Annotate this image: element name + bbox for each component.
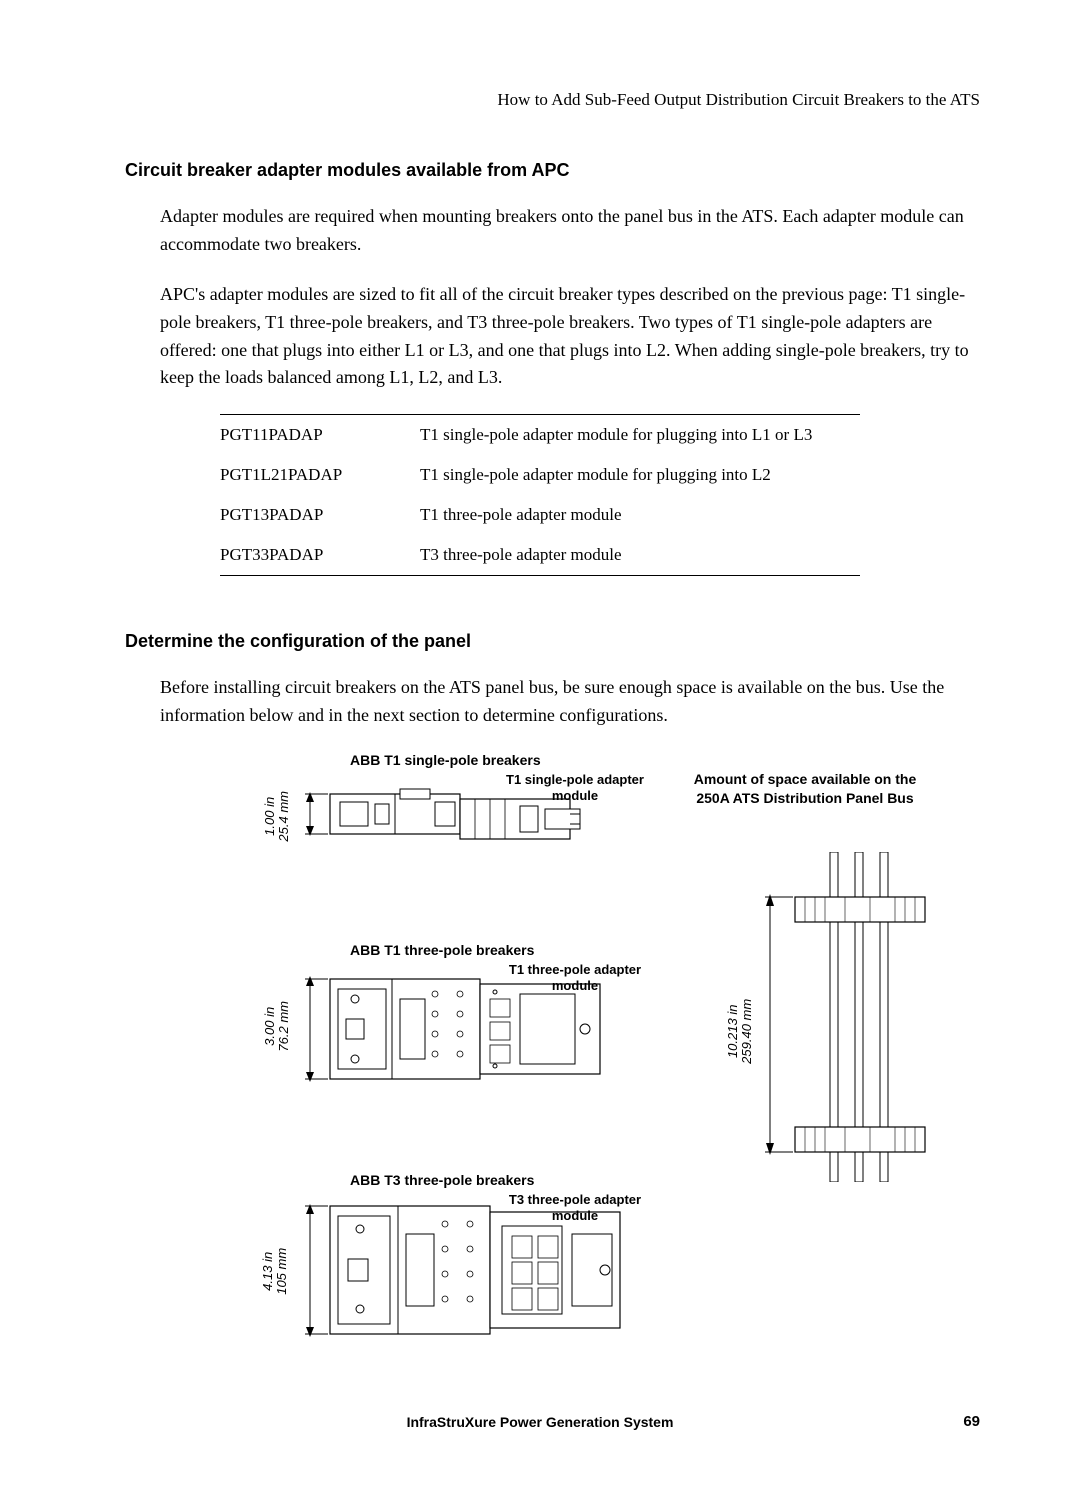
- dim-in: 1.00 in: [262, 797, 277, 836]
- dim-mm: 76.2 mm: [276, 1001, 291, 1052]
- footer-title: InfraStruXure Power Generation System: [0, 1414, 1080, 1430]
- section2-heading: Determine the configuration of the panel: [125, 631, 980, 652]
- dim-t3-three: 4.13 in 105 mm: [261, 1248, 290, 1295]
- module-label-t3-three: T3 three-pole adapter module: [495, 1192, 655, 1225]
- section1-para2: APC's adapter modules are sized to fit a…: [160, 281, 980, 393]
- dim-t1-single: 1.00 in 25.4 mm: [263, 791, 292, 842]
- dim-in: 3.00 in: [262, 1007, 277, 1046]
- breaker-t1-single-title: ABB T1 single-pole breakers: [350, 752, 620, 768]
- module-text: T3 three-pole adapter module: [509, 1192, 641, 1223]
- dim-mm: 25.4 mm: [276, 791, 291, 842]
- adapter-table: PGT11PADAP T1 single-pole adapter module…: [220, 414, 860, 576]
- dim-in: 4.13 in: [260, 1252, 275, 1291]
- dim-in: 10.213 in: [725, 1005, 740, 1059]
- section1-heading: Circuit breaker adapter modules availabl…: [125, 160, 980, 181]
- table-row: PGT11PADAP T1 single-pole adapter module…: [220, 415, 860, 455]
- adapter-code: PGT13PADAP: [220, 505, 420, 525]
- module-text: T1 single-pole adapter module: [506, 772, 644, 803]
- dim-t1-three: 3.00 in 76.2 mm: [263, 1001, 292, 1052]
- dim-bus: 10.213 in 259.40 mm: [726, 999, 755, 1064]
- adapter-code: PGT11PADAP: [220, 425, 420, 445]
- adapter-desc: T3 three-pole adapter module: [420, 545, 622, 565]
- adapter-desc: T1 three-pole adapter module: [420, 505, 622, 525]
- table-row: PGT33PADAP T3 three-pole adapter module: [220, 535, 860, 575]
- module-label-t1-single: T1 single-pole adapter module: [495, 772, 655, 805]
- adapter-desc: T1 single-pole adapter module for pluggi…: [420, 465, 771, 485]
- dim-mm: 105 mm: [274, 1248, 289, 1295]
- page-number: 69: [963, 1413, 980, 1430]
- table-row: PGT13PADAP T1 three-pole adapter module: [220, 495, 860, 535]
- section1-para1: Adapter modules are required when mounti…: [160, 203, 980, 259]
- adapter-code: PGT33PADAP: [220, 545, 420, 565]
- adapter-desc: T1 single-pole adapter module for pluggi…: [420, 425, 812, 445]
- adapter-code: PGT1L21PADAP: [220, 465, 420, 485]
- page-header: How to Add Sub-Feed Output Distribution …: [100, 90, 980, 110]
- module-label-t1-three: T1 three-pole adapter module: [495, 962, 655, 995]
- bus-panel: 10.213 in 259.40 mm: [700, 852, 940, 1187]
- table-row: PGT1L21PADAP T1 single-pole adapter modu…: [220, 455, 860, 495]
- diagram-area: ABB T1 single-pole breakers: [160, 752, 980, 1392]
- dim-mm: 259.40 mm: [740, 999, 755, 1064]
- section2-para1: Before installing circuit breakers on th…: [160, 674, 980, 730]
- bus-heading: Amount of space available on the 250A AT…: [690, 770, 920, 808]
- breaker-t3-three-title: ABB T3 three-pole breakers: [350, 1172, 660, 1188]
- module-text: T1 three-pole adapter module: [509, 962, 641, 993]
- breaker-t1-three-title: ABB T1 three-pole breakers: [350, 942, 640, 958]
